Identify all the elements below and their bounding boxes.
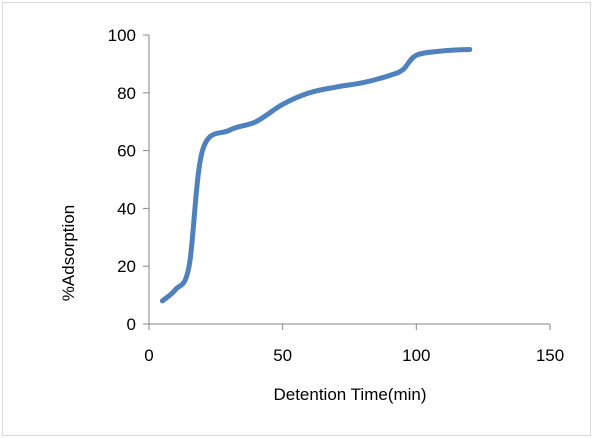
x-tick-label: 100 [402, 346, 430, 365]
tick-labels: 0 20 40 60 80 100 0 50 100 150 [108, 26, 565, 365]
y-tick-label: 80 [117, 84, 136, 103]
x-axis-title: Detention Time(min) [273, 385, 426, 404]
x-tick-label: 0 [144, 346, 153, 365]
line-chart: 0 20 40 60 80 100 0 50 100 150 Detention Time(min… [59, 26, 565, 404]
x-tick-label: 150 [536, 346, 564, 365]
series-line [159, 46, 473, 304]
y-tick-label: 100 [108, 26, 136, 45]
y-tick-label: 0 [127, 315, 136, 334]
x-tick-label: 50 [273, 346, 292, 365]
y-tick-label: 60 [117, 142, 136, 161]
axes [143, 34, 551, 330]
series [159, 46, 473, 304]
y-axis-title: %Adsorption [59, 205, 78, 301]
y-tick-label: 40 [117, 199, 136, 218]
y-tick-label: 20 [117, 257, 136, 276]
